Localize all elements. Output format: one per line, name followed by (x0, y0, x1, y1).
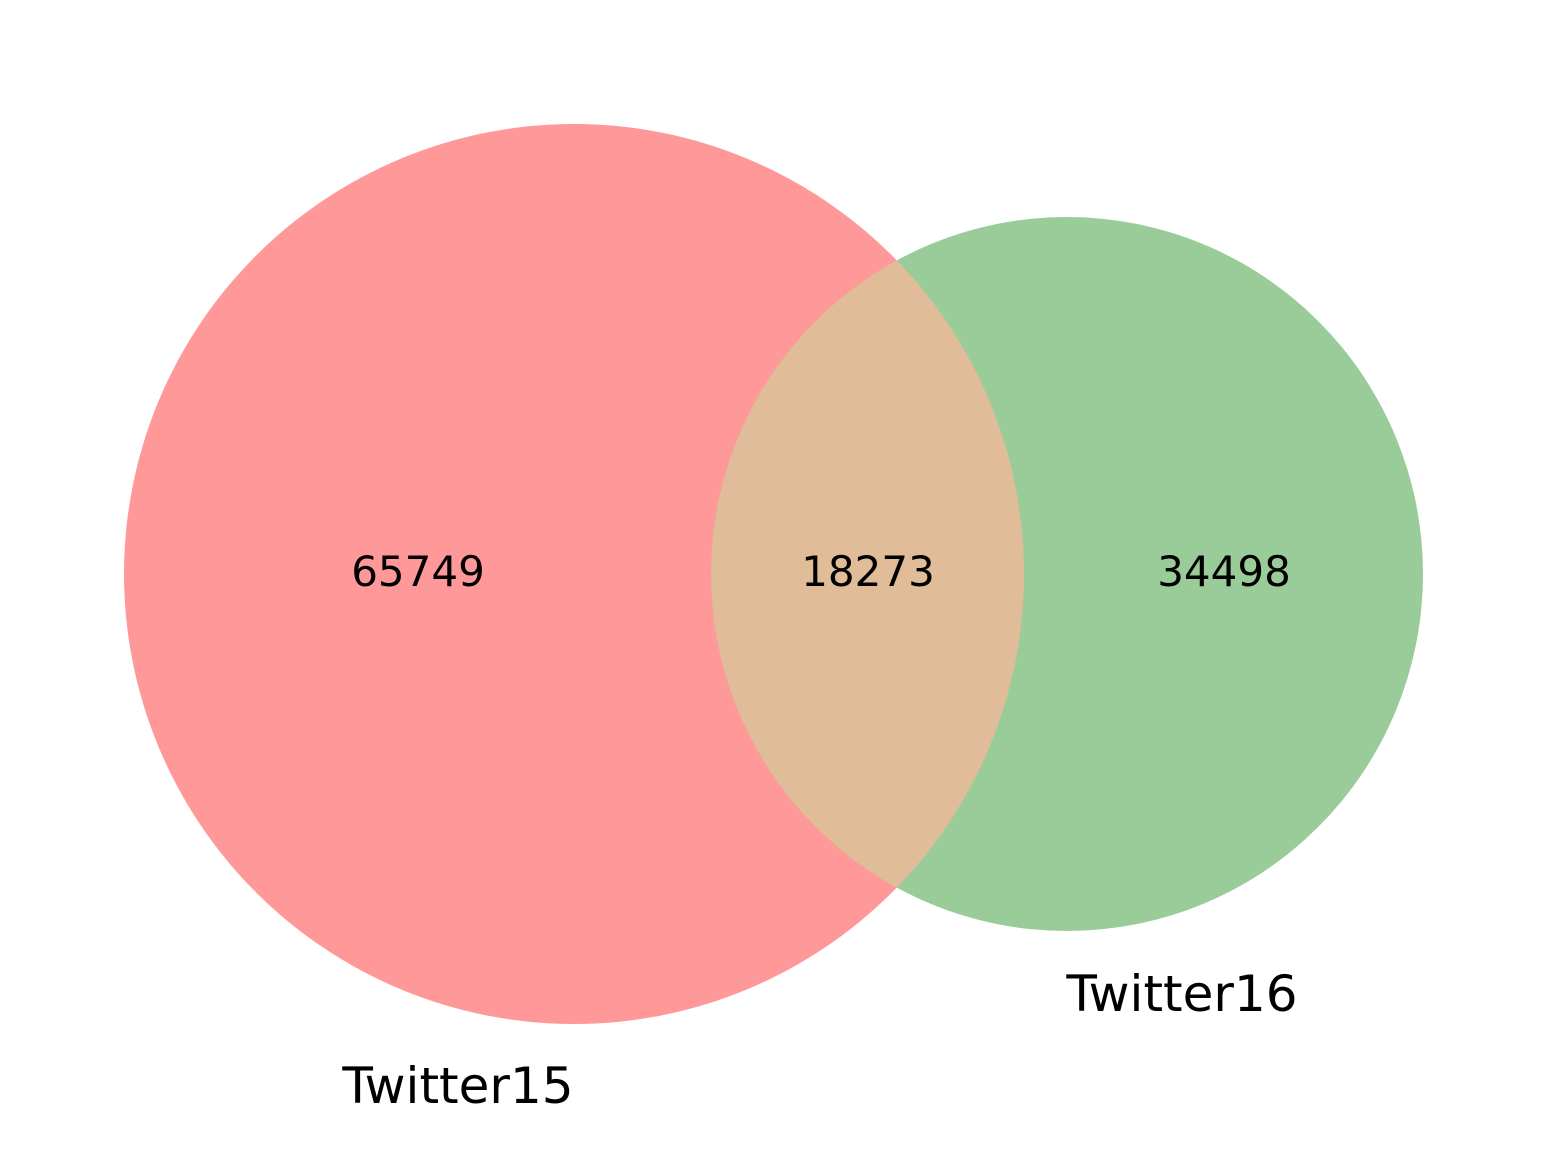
set-a-label: Twitter15 (341, 1057, 573, 1115)
only-b-count: 34498 (1157, 547, 1291, 596)
intersection-region (711, 217, 1024, 931)
only-a-count: 65749 (351, 547, 485, 596)
intersection-count: 18273 (801, 547, 935, 596)
set-b-label: Twitter16 (1065, 965, 1297, 1023)
